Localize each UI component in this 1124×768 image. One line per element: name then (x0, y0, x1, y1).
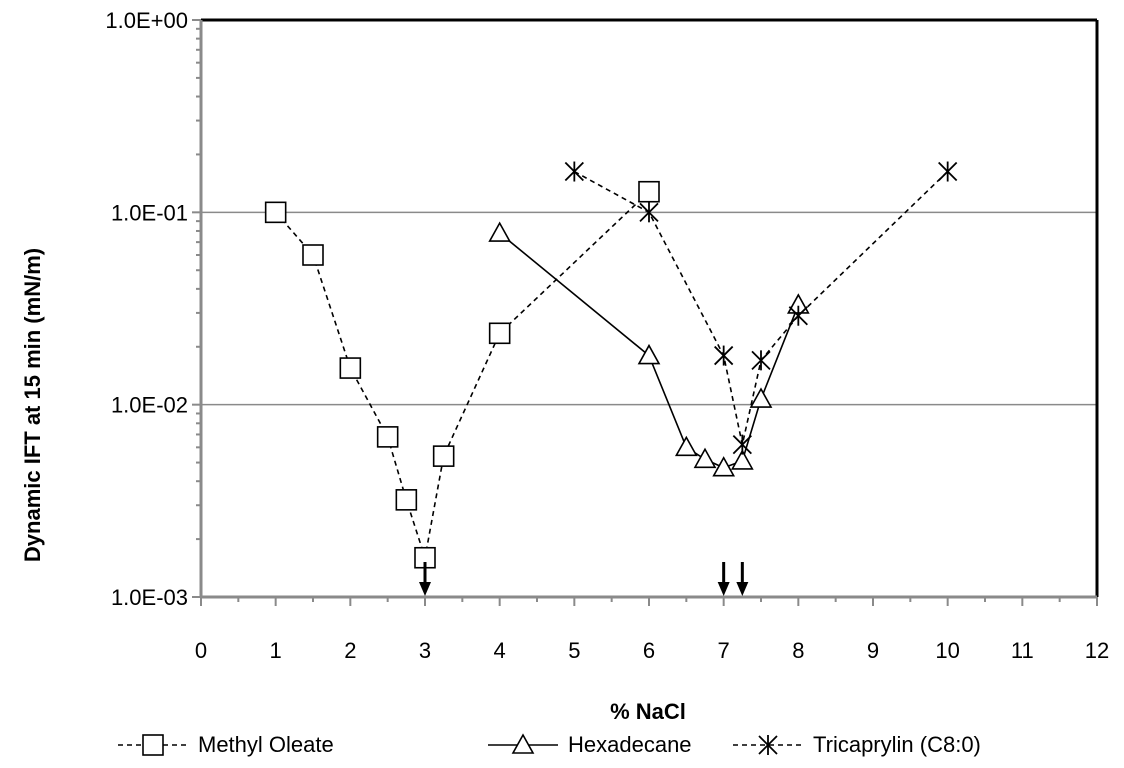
x-tick-label: 12 (1085, 638, 1109, 663)
x-tick-label: 7 (718, 638, 730, 663)
x-axis-title: % NaCl (610, 699, 686, 724)
data-point (638, 180, 660, 203)
y-tick-label: 1.0E-01 (111, 200, 188, 225)
y-tick-label: 1.0E+00 (105, 8, 188, 33)
legend-label: Tricaprylin (C8:0) (813, 732, 981, 757)
x-tick-label: 11 (1011, 638, 1034, 663)
data-point (376, 426, 399, 448)
y-axis-title: Dynamic IFT at 15 min (mN/m) (20, 248, 45, 562)
legend-entry-hexadecane: Hexadecane (488, 732, 692, 757)
legend-entry-tricaprylin-c8-0: Tricaprylin (C8:0) (733, 732, 981, 757)
series-methyl-oleate (264, 180, 660, 569)
legend-marker (511, 733, 535, 754)
x-tick-label: 4 (494, 638, 506, 663)
plot-area (199, 18, 1099, 599)
y-tick-label: 1.0E-03 (111, 585, 188, 610)
down-arrow (736, 562, 749, 596)
y-axis: 1.0E-03 1.0E-02 1.0E-01 1.0E+00 (105, 8, 201, 610)
legend-label: Methyl Oleate (198, 732, 334, 757)
x-axis: 0 1 2 3 4 5 6 7 8 9 10 11 12 (195, 597, 1109, 663)
data-point (751, 350, 771, 371)
legend-entry-methyl-oleate: Methyl Oleate (118, 732, 334, 757)
down-arrow (717, 562, 730, 596)
legend-marker (142, 734, 164, 756)
data-point (674, 435, 698, 457)
series-tricaprylin-c8-0 (564, 161, 958, 455)
series-layer (264, 161, 958, 569)
data-point (639, 202, 659, 223)
data-point (488, 221, 512, 242)
x-tick-label: 2 (344, 638, 356, 663)
data-point (564, 161, 584, 182)
legend-label: Hexadecane (568, 732, 692, 757)
data-point (730, 449, 754, 470)
x-tick-label: 8 (792, 638, 804, 663)
legend: Methyl Oleate Hexadecane Tricaprylin (C8:0… (118, 732, 981, 757)
data-point (732, 434, 752, 455)
data-point (264, 201, 287, 224)
series-hexadecane (488, 221, 810, 477)
data-point (693, 447, 717, 469)
data-point (339, 357, 362, 379)
down-arrow (419, 562, 431, 596)
legend-marker (758, 735, 778, 755)
x-tick-label: 5 (568, 638, 580, 663)
data-point (938, 161, 958, 182)
y-tick-label: 1.0E-02 (111, 393, 188, 418)
x-tick-label: 9 (867, 638, 879, 663)
series-line (499, 232, 800, 469)
x-tick-label: 1 (270, 638, 282, 663)
data-point (714, 345, 734, 366)
data-point (788, 305, 808, 326)
data-point (488, 322, 511, 345)
data-point (712, 456, 736, 477)
data-point (432, 445, 455, 467)
x-tick-label: 6 (643, 638, 655, 663)
data-point (749, 387, 773, 408)
x-tick-label: 0 (195, 638, 207, 663)
data-point (302, 244, 324, 266)
gridlines (201, 211, 1097, 406)
series-line (275, 191, 650, 558)
data-point (395, 489, 418, 511)
x-tick-label: 10 (935, 638, 959, 663)
data-point (637, 343, 661, 365)
x-tick-label: 3 (419, 638, 431, 663)
annotation-arrows (419, 562, 749, 596)
